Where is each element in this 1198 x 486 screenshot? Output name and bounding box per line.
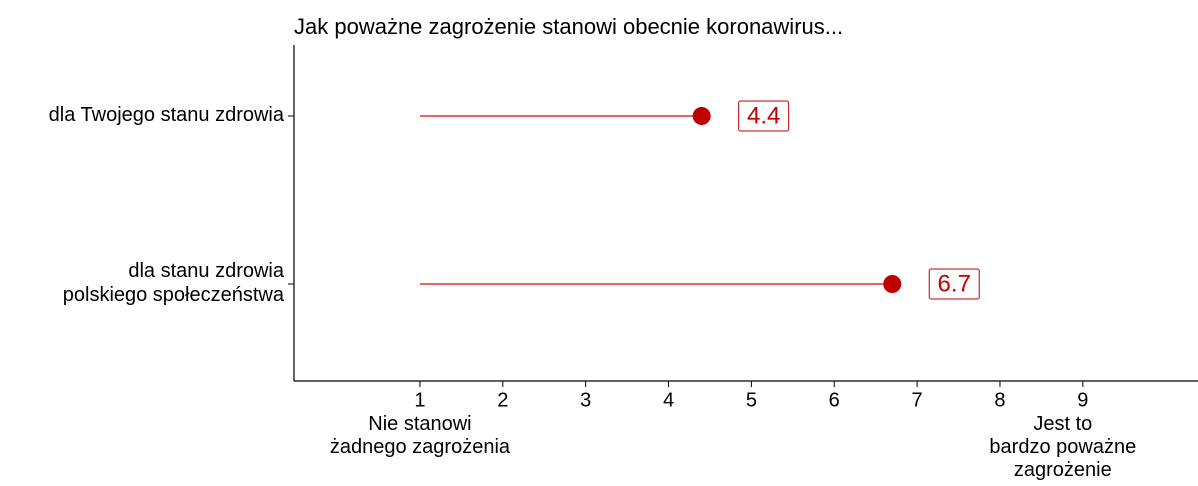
x-tick-label: 6: [829, 389, 840, 411]
x-tick-label: 4: [663, 389, 674, 411]
axis-annotation: Jest to bardzo poważne zagrożenie: [989, 413, 1136, 481]
chart-title: Jak poważne zagrożenie stanowi obecnie k…: [294, 14, 843, 39]
value-label: 4.4: [747, 102, 780, 129]
axis-annotation: Nie stanowi żadnego zagrożenia: [330, 413, 511, 458]
lollipop-dot: [692, 107, 711, 125]
y-tick-label: dla stanu zdrowia polskiego społeczeństwa: [63, 260, 285, 306]
value-label: 6.7: [938, 270, 971, 297]
x-tick-label: 5: [746, 389, 757, 411]
value-label-box: [928, 268, 980, 300]
x-tick-label: 9: [1077, 389, 1088, 411]
x-tick-label: 7: [912, 389, 923, 411]
lollipop-dot: [883, 275, 902, 293]
x-tick-label: 3: [580, 389, 591, 411]
x-tick-label: 8: [994, 389, 1005, 411]
x-tick-label: 2: [497, 389, 508, 411]
x-tick-label: 1: [414, 389, 425, 411]
value-label-box: [738, 100, 790, 132]
y-tick-label: dla Twojego stanu zdrowia: [49, 104, 285, 126]
